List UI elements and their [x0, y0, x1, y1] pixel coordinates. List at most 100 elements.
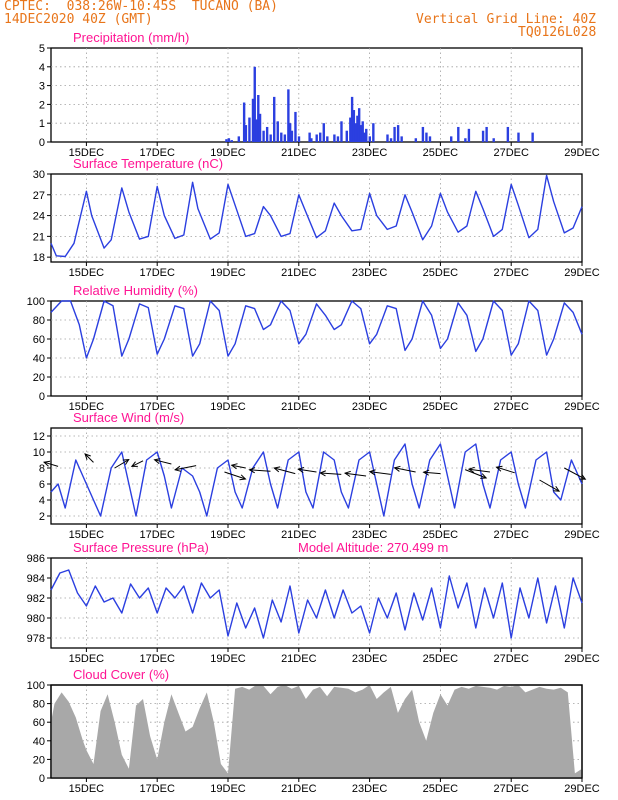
precip-xtick-label: 15DEC: [69, 147, 105, 159]
wind-arrow-head: [368, 469, 376, 476]
precip-bar: [393, 126, 396, 142]
wind-arrow-shaft: [394, 467, 416, 473]
precip-bar: [336, 136, 340, 142]
press-xtick-label: 27DEC: [493, 653, 529, 665]
precip-bar: [258, 113, 262, 142]
precip-bar: [492, 138, 495, 142]
wind-title: Surface Wind (m/s): [73, 410, 184, 425]
wind-arrow-shaft: [298, 468, 317, 473]
wind-arrow: [130, 460, 144, 467]
precip-bar: [326, 136, 329, 142]
temp-ytick-label: 24: [33, 211, 45, 223]
cloud-xtick-label: 27DEC: [493, 783, 529, 795]
rh-frame: [50, 300, 583, 397]
wind-arrow: [84, 453, 94, 463]
press-panel: 978 980 982 984 986 15DEC 17DEC 19DEC 21DEC 23DEC…: [27, 540, 600, 665]
wind-arrow-head: [273, 466, 281, 473]
temp-line: [50, 174, 583, 258]
precip-bar: [363, 132, 366, 142]
precip-bar: [315, 134, 318, 142]
precip-title: Precipitation (mm/h): [73, 30, 189, 45]
precip-bar: [340, 121, 343, 142]
precip-bar: [255, 119, 258, 142]
precip-bar: [244, 125, 248, 142]
cloud-panel: 0 20 40 60 80 100 15DEC 17DEC 19DEC 21DEC 23DEC 25D…: [27, 667, 600, 795]
rh-xtick-label: 15DEC: [69, 401, 105, 413]
precip-bar: [297, 136, 301, 142]
rh-xtick-label: 29DEC: [564, 401, 600, 413]
wind-arrow-head: [393, 465, 401, 472]
wind-xtick-label: 19DEC: [210, 529, 246, 541]
precip-ytick-label: 5: [39, 43, 45, 55]
temp-ytick-label: 30: [33, 169, 45, 181]
wind-arrow-head: [579, 474, 587, 480]
wind-arrow-head: [153, 458, 161, 465]
wind-panel: 2 4 6 8 10 12 15DEC 17DEC 19DEC 21DEC 23DEC 25DEC 27…: [33, 410, 600, 541]
wind-arrow-shaft: [131, 460, 144, 467]
precip-xtick-label: 23DEC: [352, 147, 388, 159]
temp-ytick-label: 18: [33, 252, 45, 264]
rh-ytick-label: 0: [39, 391, 45, 403]
rh-ytick-label: 100: [27, 296, 45, 308]
precip-bar: [467, 128, 471, 142]
precip-bar: [517, 132, 520, 142]
precip-ytick-label: 0: [39, 137, 45, 149]
precip-bar: [319, 132, 322, 142]
wind-xtick-label: 25DEC: [423, 529, 459, 541]
wind-arrow: [495, 465, 515, 474]
precip-bar: [262, 130, 265, 142]
wind-arrow-head: [553, 485, 561, 492]
precip-bar: [333, 134, 336, 142]
precip-bar: [225, 139, 228, 142]
precip-frame: [50, 47, 583, 143]
temp-xtick-label: 27DEC: [493, 267, 529, 279]
cloud-xtick-label: 15DEC: [69, 783, 105, 795]
temp-xtick-label: 23DEC: [352, 267, 388, 279]
wind-arrow-shaft: [320, 472, 342, 475]
wind-arrow: [393, 465, 416, 473]
cloud-area: [51, 685, 582, 778]
wind-ytick-label: 8: [39, 463, 45, 475]
precip-xtick-label: 25DEC: [423, 147, 459, 159]
precip-bar: [308, 132, 311, 142]
wind-arrow-shaft: [369, 471, 391, 475]
precip-bar: [389, 138, 393, 142]
precip-ytick-label: 1: [39, 118, 45, 130]
precip-bar: [230, 140, 233, 142]
wind-arrow-shaft: [468, 468, 491, 473]
wind-arrow-head: [239, 474, 247, 481]
cloud-xtick-label: 29DEC: [564, 783, 600, 795]
wind-arrow: [368, 469, 391, 476]
precip-bar: [322, 123, 325, 142]
rh-panel: 0 20 40 60 80 100 15DEC 17DEC 19DEC 21DEC 23DEC 25D…: [27, 283, 600, 413]
precip-bar: [273, 96, 276, 142]
press-xtick-label: 23DEC: [352, 653, 388, 665]
wind-arrow: [564, 467, 587, 480]
wind-arrow-head: [84, 453, 91, 460]
cloud-ytick-label: 20: [33, 754, 45, 766]
wind-arrow-head: [42, 460, 51, 467]
wind-arrow: [42, 460, 59, 467]
press-xtick-label: 21DEC: [281, 653, 317, 665]
precip-bar: [350, 96, 354, 142]
cloud-xtick-label: 21DEC: [281, 783, 317, 795]
wind-arrow-head: [480, 473, 488, 479]
precip-bar: [421, 126, 425, 142]
cloud-ytick-label: 80: [33, 699, 45, 711]
precip-bar: [280, 132, 283, 142]
wind-arrow: [539, 479, 561, 492]
wind-arrow: [467, 466, 491, 473]
precip-bar: [357, 108, 361, 142]
wind-ytick-label: 10: [33, 447, 45, 459]
wind-arrow: [343, 470, 367, 477]
temp-xtick-label: 19DEC: [210, 267, 246, 279]
precip-bar: [414, 138, 418, 142]
wind-arrow-shaft: [224, 471, 246, 480]
precip-bar: [354, 123, 357, 142]
precip-bar: [349, 117, 352, 142]
wind-arrow-shaft: [249, 469, 271, 472]
wind-arrow-head: [230, 463, 238, 470]
precip-ytick-label: 2: [39, 99, 45, 111]
precip-bar: [450, 136, 453, 142]
precip-bar: [368, 136, 371, 142]
